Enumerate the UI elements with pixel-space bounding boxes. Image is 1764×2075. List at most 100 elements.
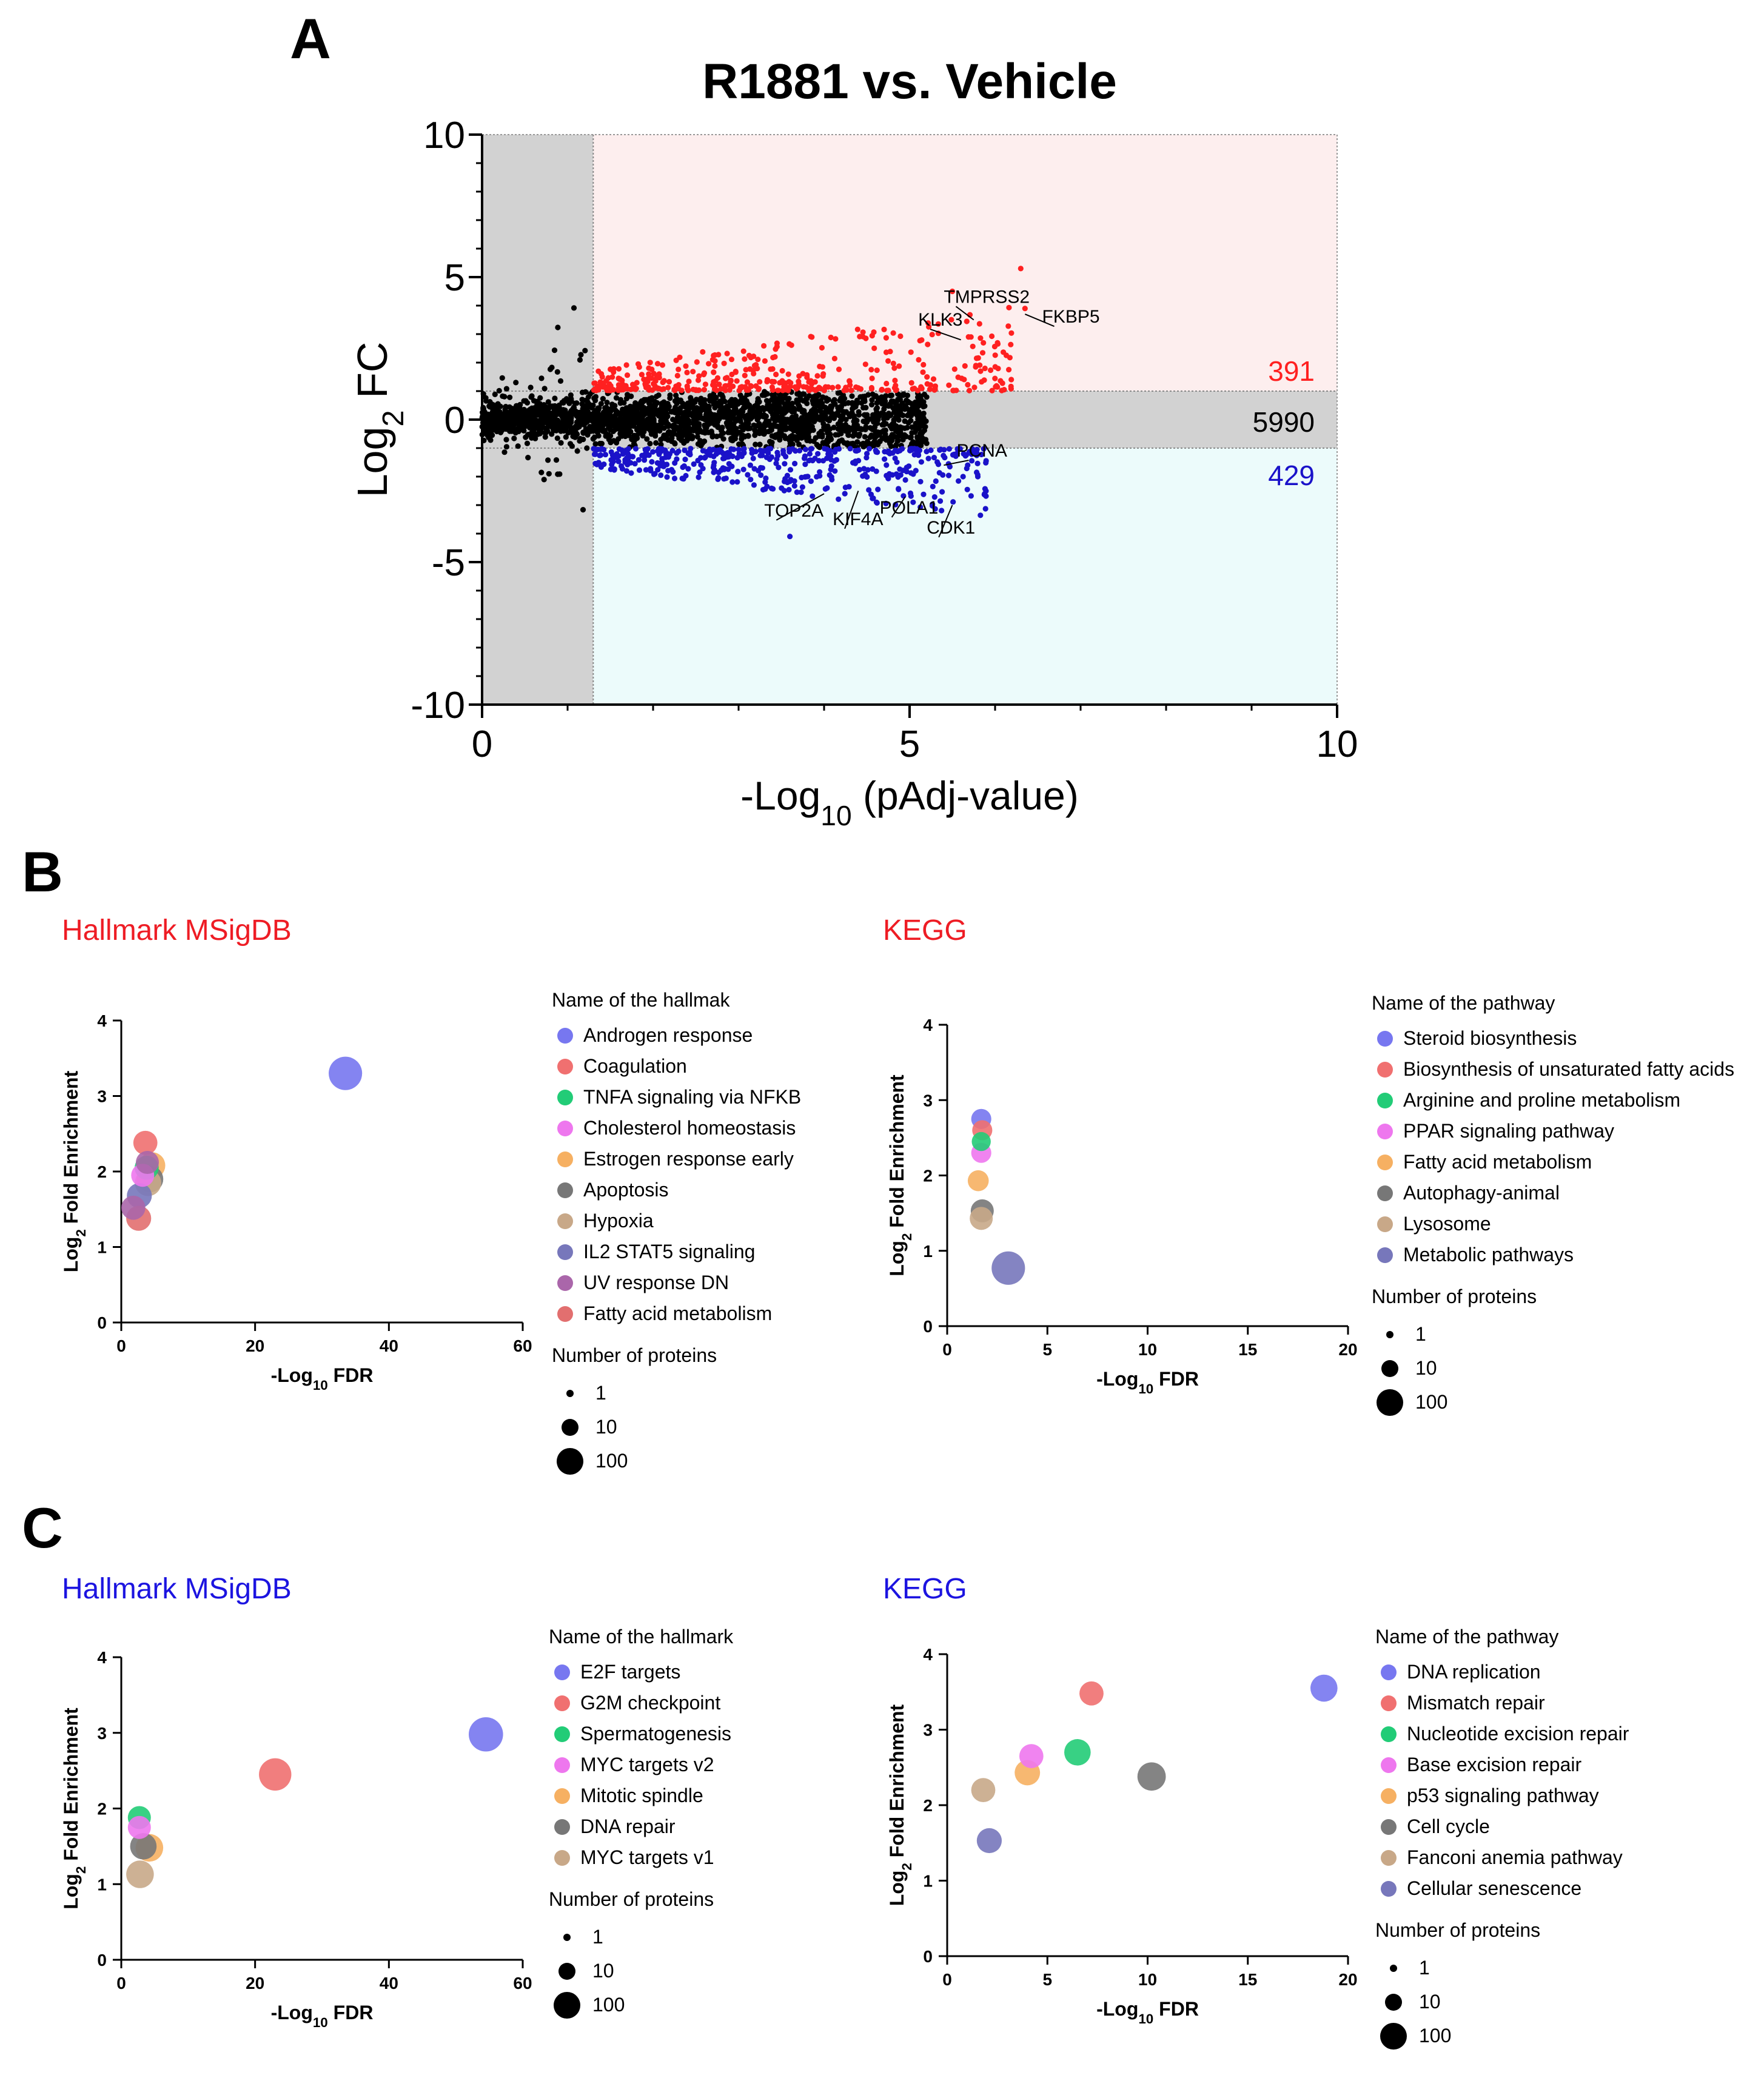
data-point [592,451,599,457]
data-point [584,445,590,451]
data-point [893,442,899,448]
data-point [744,392,750,398]
data-point [496,387,502,394]
data-point [742,404,748,411]
data-point [713,403,719,409]
data-point [908,380,914,386]
data-point [649,366,655,372]
data-point [706,417,713,423]
x-tick-label: 60 [513,1974,532,1993]
data-point [546,471,552,477]
data-point [868,432,874,438]
data-point [697,469,703,475]
data-point [620,448,626,455]
data-point [691,416,697,422]
data-point [632,446,639,452]
legend-item: Cellular senescence [1407,1877,1581,1899]
data-point [908,349,914,355]
legend-item: E2F targets [580,1661,680,1683]
data-point [718,386,724,392]
data-point [910,499,916,505]
y-tick-label: 3 [97,1087,107,1106]
data-point [833,446,839,452]
bubble [971,1778,996,1802]
legend-swatch [1377,1155,1393,1170]
data-point [921,391,928,398]
legend-item: Hypoxia [583,1210,654,1232]
data-point [797,448,803,454]
data-point [728,416,734,422]
data-point [887,403,893,409]
data-point [865,467,871,473]
data-point [571,404,577,411]
data-point [747,462,753,468]
data-point [759,449,766,455]
bubble [1064,1739,1091,1766]
data-point [592,386,599,392]
data-point [591,411,597,417]
legend-item: Cholesterol homeostasis [583,1117,796,1139]
data-point [847,414,853,420]
data-point [681,463,687,469]
size-legend-dot [563,1934,571,1941]
data-point [552,411,558,417]
data-point [648,418,655,425]
data-point [754,401,760,407]
y-tick-label: 5 [444,257,465,299]
data-point [641,397,647,403]
data-point [884,437,890,443]
data-point [575,419,581,426]
data-point [860,329,866,335]
data-point [898,405,904,411]
size-legend-label: 100 [1415,1391,1447,1413]
data-point [829,404,835,410]
data-point [617,397,624,403]
data-point [755,357,761,363]
data-point [811,418,817,424]
data-point [648,466,654,472]
legend-item: Cell cycle [1407,1815,1490,1837]
data-point [818,430,824,436]
data-point [836,496,842,502]
data-point [580,429,586,435]
data-point [739,441,745,447]
data-point [585,402,591,408]
data-point [893,501,899,508]
legend-swatch [1377,1093,1393,1108]
data-point [708,428,714,435]
data-point [927,382,933,388]
data-point [592,380,598,386]
data-point [523,398,529,404]
data-point [651,381,657,387]
data-point [974,449,980,456]
x-tick-label: 0 [116,1974,126,1993]
data-point [748,406,754,412]
data-point [928,447,934,454]
data-point [736,446,742,452]
data-points [479,266,1028,540]
gene-label-leader [844,491,859,529]
data-point [742,356,748,362]
data-point [712,422,718,428]
data-point [908,470,914,476]
data-point [595,433,602,439]
data-point [691,409,697,415]
data-point [716,381,722,387]
data-point [622,433,628,440]
data-point [813,435,819,441]
data-point [802,431,808,437]
data-point [779,367,785,374]
data-point [893,471,899,477]
data-point [524,440,531,446]
data-point [534,401,540,407]
data-point [721,360,727,366]
data-point [624,455,630,461]
data-point [547,366,554,372]
data-point [887,392,893,399]
data-point [691,461,697,468]
data-point [924,449,930,455]
x-tick-label: 10 [1138,1970,1157,1989]
data-point [866,440,872,446]
data-point [685,417,691,424]
